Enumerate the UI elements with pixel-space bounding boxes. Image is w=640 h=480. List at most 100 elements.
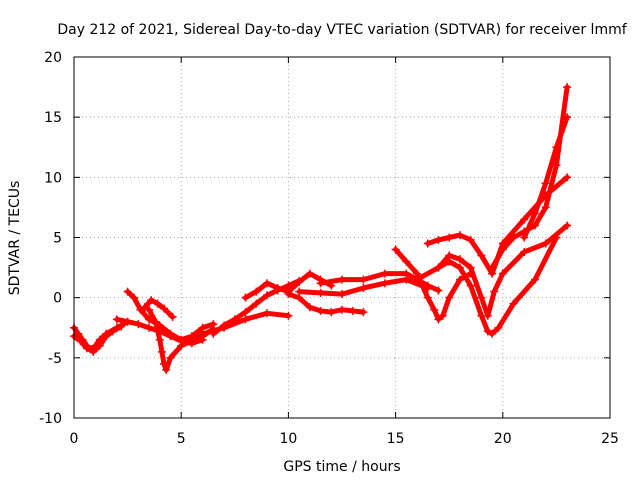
data-point — [316, 288, 325, 297]
data-point — [89, 347, 98, 356]
data-point — [423, 239, 432, 248]
data-point — [483, 327, 492, 336]
series-arc3 — [125, 289, 216, 343]
series-arc13 — [393, 247, 474, 322]
data-point — [563, 173, 572, 182]
data-point — [430, 305, 439, 314]
data-point — [147, 296, 156, 305]
data-point — [413, 275, 422, 284]
data-point — [541, 203, 550, 212]
data-point — [284, 290, 293, 299]
x-tick-label: 15 — [387, 431, 405, 447]
data-point — [359, 284, 368, 293]
data-point — [262, 291, 271, 300]
chart-title: Day 212 of 2021, Sidereal Day-to-day VTE… — [57, 22, 627, 38]
data-point — [520, 215, 529, 224]
axis-ticks: 0 5 10 15 20 25 -10 -5 0 5 10 15 20 — [39, 50, 619, 447]
data-point — [262, 279, 271, 288]
data-point — [455, 275, 464, 284]
data-point — [483, 311, 492, 320]
data-point — [423, 293, 432, 302]
data-point — [359, 275, 368, 284]
x-axis-label: GPS time / hours — [283, 459, 400, 475]
data-point — [160, 359, 169, 368]
data-point — [241, 293, 250, 302]
data-point — [455, 255, 464, 264]
data-point — [316, 279, 325, 288]
data-point — [434, 315, 443, 324]
data-point — [220, 321, 229, 330]
data-point — [198, 329, 207, 338]
data-point — [295, 278, 304, 287]
series-group — [70, 83, 572, 374]
data-point — [434, 235, 443, 244]
data-point — [338, 290, 346, 299]
data-point — [520, 233, 529, 242]
data-point — [145, 305, 154, 314]
data-point — [541, 179, 550, 188]
data-point — [117, 322, 126, 331]
data-point — [123, 287, 132, 296]
series-arc2 — [71, 324, 124, 355]
data-point — [123, 317, 132, 326]
data-point — [445, 233, 454, 242]
data-point — [498, 269, 507, 278]
data-point — [359, 308, 368, 317]
data-point — [136, 305, 145, 314]
data-point — [563, 221, 572, 230]
data-point — [402, 275, 411, 284]
data-point — [162, 365, 171, 374]
data-point — [327, 308, 336, 317]
data-point — [477, 293, 486, 302]
data-point — [155, 335, 164, 344]
data-point — [509, 299, 518, 308]
data-point — [230, 315, 239, 324]
data-point — [445, 251, 454, 260]
x-tick-label: 10 — [279, 431, 297, 447]
data-point — [168, 312, 177, 321]
data-point — [295, 287, 304, 296]
data-point — [130, 293, 139, 302]
data-point — [338, 305, 346, 314]
grid — [74, 57, 610, 418]
x-tick-label: 25 — [601, 431, 619, 447]
data-point — [494, 323, 503, 332]
data-point — [284, 311, 293, 320]
data-point — [252, 299, 261, 308]
data-point — [305, 303, 314, 312]
data-point — [380, 269, 389, 278]
data-point — [520, 247, 529, 256]
data-point — [134, 320, 143, 329]
y-tick-label: -5 — [48, 351, 62, 367]
data-point — [445, 293, 454, 302]
x-tick-label: 5 — [177, 431, 186, 447]
data-point — [466, 263, 475, 272]
data-point — [151, 317, 160, 326]
data-point — [434, 286, 443, 295]
data-point — [434, 263, 443, 272]
data-point — [490, 287, 499, 296]
data-point — [488, 263, 497, 272]
data-point — [380, 279, 389, 288]
data-point — [563, 113, 572, 122]
data-point — [166, 353, 175, 362]
y-tick-label: 10 — [44, 170, 62, 186]
data-point — [102, 332, 111, 341]
data-point — [160, 304, 169, 313]
data-point — [76, 336, 85, 345]
data-point — [455, 263, 464, 272]
y-axis-label: SDTVAR / TECUs — [7, 181, 23, 296]
data-point — [498, 245, 507, 254]
data-point — [466, 281, 475, 290]
data-point — [563, 83, 572, 92]
data-point — [466, 235, 475, 244]
data-point — [262, 309, 271, 318]
y-tick-label: 5 — [53, 231, 62, 247]
data-point — [488, 329, 497, 338]
data-point — [552, 161, 561, 170]
data-point — [305, 269, 314, 278]
data-point — [82, 344, 91, 353]
data-point — [273, 284, 282, 293]
data-point — [338, 275, 346, 284]
